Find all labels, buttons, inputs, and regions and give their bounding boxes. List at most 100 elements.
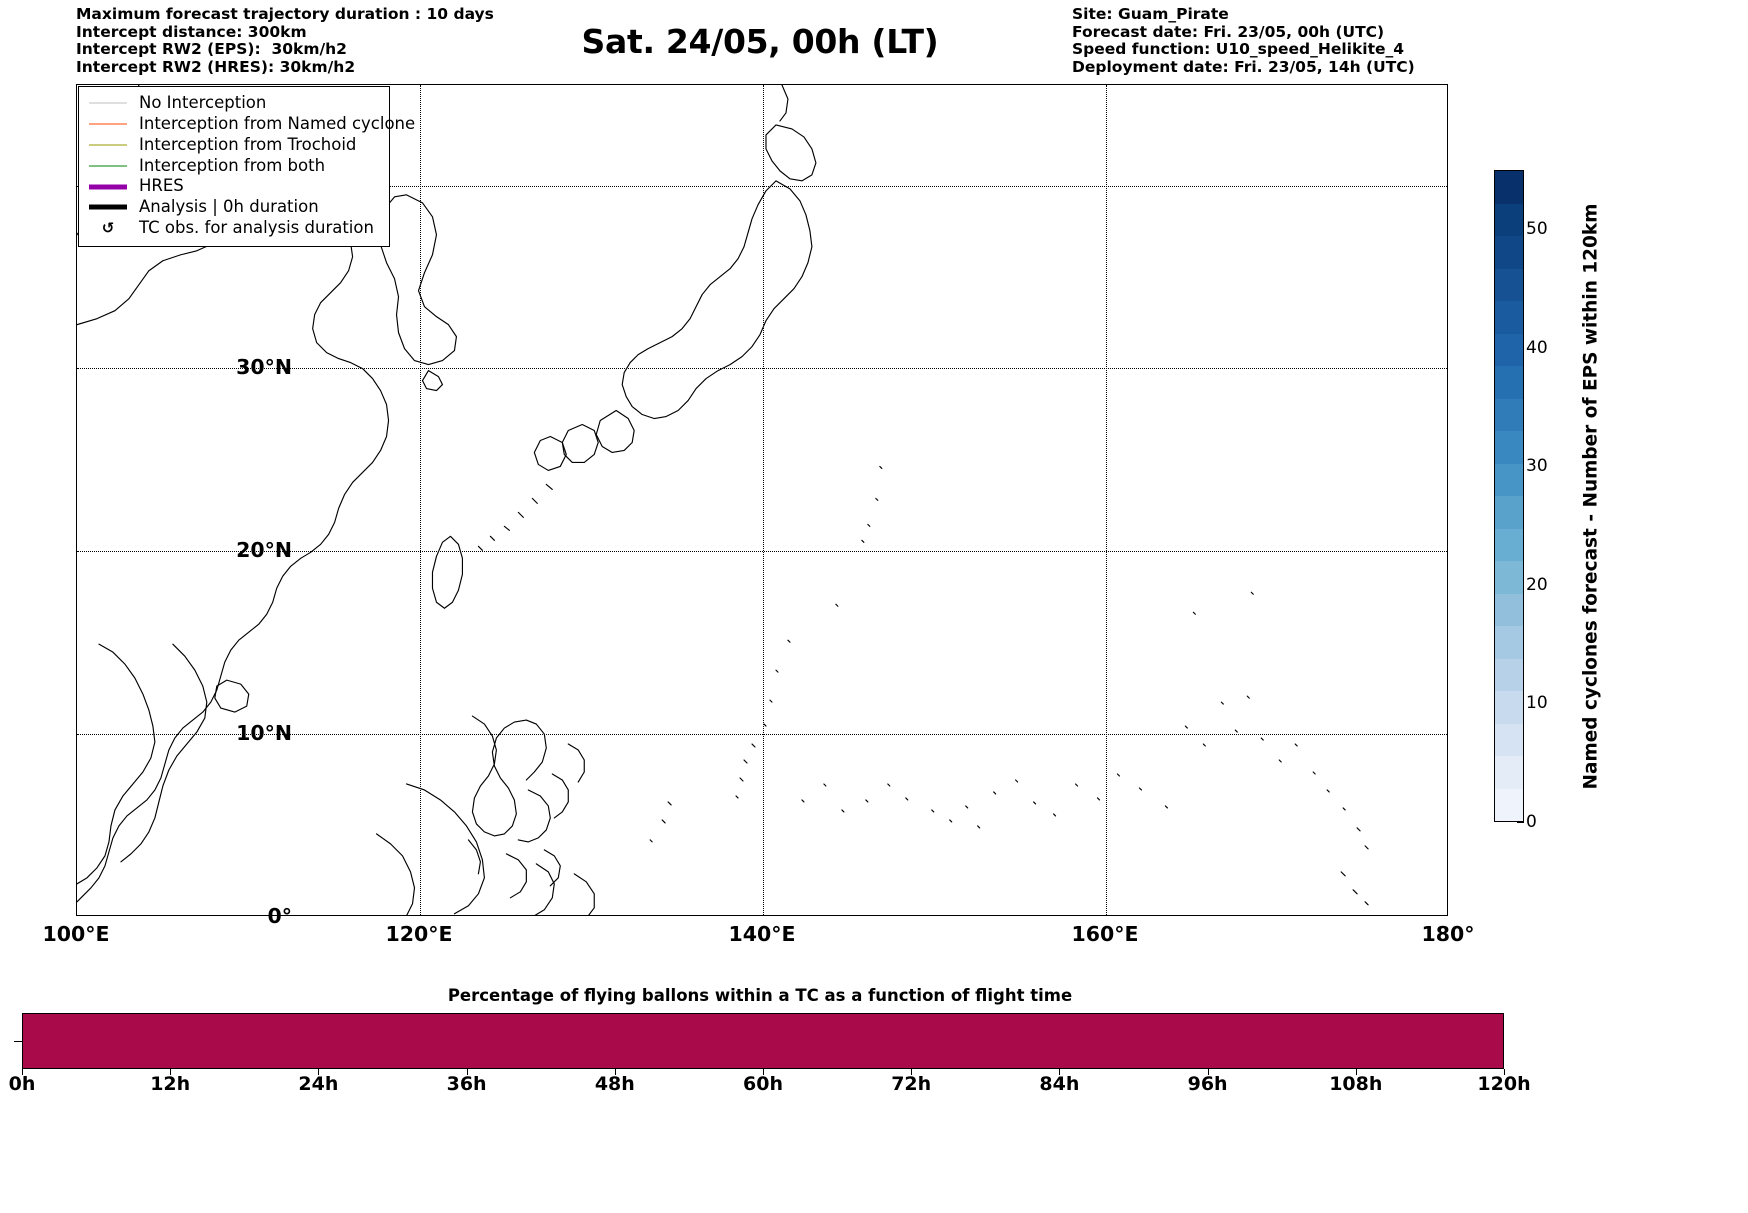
coastline-layer xyxy=(77,85,1369,915)
legend-item-label: Interception from both xyxy=(139,155,326,175)
legend-line-swatch xyxy=(87,159,129,173)
progress-tick-48: 48h xyxy=(594,1073,635,1095)
header-right-line-0: Site: Guam_Pirate xyxy=(1072,5,1229,23)
progress-bar-y-tick xyxy=(14,1041,22,1042)
header-left-info: Maximum forecast trajectory duration : 1… xyxy=(76,5,494,76)
colorbar-step xyxy=(1495,561,1523,594)
colorbar-step xyxy=(1495,528,1523,561)
progress-tickmark-96 xyxy=(1207,1069,1209,1075)
gridline-lat-30 xyxy=(77,368,1447,370)
progress-tickmark-24 xyxy=(318,1069,320,1075)
progress-tick-24: 24h xyxy=(298,1073,339,1095)
progress-tick-36: 36h xyxy=(446,1073,487,1095)
map-ytick-30: 30°N xyxy=(236,355,292,380)
gridline-lat-40 xyxy=(77,185,1447,187)
progress-tickmark-60 xyxy=(763,1069,764,1075)
progress-bar-fill xyxy=(23,1014,1503,1068)
colorbar-step xyxy=(1495,366,1523,399)
map-xtick-140: 140°E xyxy=(728,922,796,946)
colorbar-step xyxy=(1495,203,1523,236)
colorbar-step xyxy=(1495,236,1523,269)
colorbar-step xyxy=(1495,788,1523,821)
legend-item[interactable]: ↺ TC obs. for analysis duration xyxy=(87,218,381,239)
colorbar-step xyxy=(1495,691,1523,724)
page-title: Sat. 24/05, 00h (LT) xyxy=(581,22,939,61)
tc-observation-icon: ↺ xyxy=(101,219,115,238)
map-ytick-20: 20°N xyxy=(236,538,292,563)
map-xtick-180: 180° xyxy=(1421,922,1475,946)
map-legend[interactable]: No Interception Interception from Named c… xyxy=(78,86,415,247)
colorbar-tick-50: 50 xyxy=(1517,219,1548,240)
legend-item[interactable]: HRES xyxy=(87,176,381,197)
legend-item-label: No Interception xyxy=(139,93,267,113)
legend-item[interactable]: Interception from Named cyclone xyxy=(87,114,415,135)
header-left-line-2: Intercept RW2 (EPS): 30km/h2 xyxy=(76,40,347,58)
colorbar-step xyxy=(1495,171,1523,204)
progress-tickmark-72 xyxy=(911,1069,913,1075)
header-right-info: Site: Guam_Pirate Forecast date: Fri. 23/… xyxy=(1072,5,1415,76)
progress-tick-72: 72h xyxy=(891,1073,932,1095)
progress-tickmark-36 xyxy=(466,1069,468,1075)
colorbar-step xyxy=(1495,593,1523,626)
colorbar-tick-10: 10 xyxy=(1517,693,1548,714)
header-left-line-3: Intercept RW2 (HRES): 30km/h2 xyxy=(76,57,356,76)
colorbar-step xyxy=(1495,463,1523,496)
header-left-line-0: Maximum forecast trajectory duration : 1… xyxy=(76,5,494,23)
legend-line-swatch xyxy=(87,138,129,152)
legend-item-label: Interception from Named cyclone xyxy=(139,113,416,133)
gridline-lon-120 xyxy=(420,85,421,915)
progress-tickmark-120 xyxy=(1504,1069,1505,1075)
progress-tick-108: 108h xyxy=(1329,1073,1383,1095)
gridline-lon-140 xyxy=(763,85,764,915)
colorbar-step xyxy=(1495,268,1523,301)
progress-tick-12: 12h xyxy=(150,1073,191,1095)
colorbar-axis-label: Named cyclones forecast - Number of EPS … xyxy=(1578,170,1604,822)
progress-tickmark-12 xyxy=(170,1069,172,1075)
colorbar-step xyxy=(1495,626,1523,659)
legend-item[interactable]: Analysis | 0h duration xyxy=(87,197,381,218)
legend-item[interactable]: No Interception xyxy=(87,93,381,114)
colorbar-step xyxy=(1495,756,1523,789)
header-left-line-1: Intercept distance: 300km xyxy=(76,22,307,41)
colorbar-step xyxy=(1495,431,1523,464)
map-canvas xyxy=(77,85,1447,915)
progress-tick-0: 0h xyxy=(8,1073,36,1095)
legend-item-label: Interception from Trochoid xyxy=(139,134,357,154)
legend-item[interactable]: Interception from Trochoid xyxy=(87,135,381,156)
legend-item-label: TC obs. for analysis duration xyxy=(139,217,374,237)
progress-bar-track[interactable] xyxy=(22,1013,1504,1069)
colorbar-tick-0: 0 xyxy=(1517,812,1537,832)
legend-item[interactable]: Interception from both xyxy=(87,155,381,176)
progress-tickmark-0 xyxy=(22,1069,23,1075)
colorbar[interactable] xyxy=(1494,170,1524,822)
colorbar-step xyxy=(1495,301,1523,334)
legend-line-swatch xyxy=(87,180,129,194)
gridline-lat-10 xyxy=(77,734,1447,736)
map-xtick-160: 160°E xyxy=(1071,922,1139,946)
colorbar-tick-30: 30 xyxy=(1517,456,1548,477)
gridline-lat-20 xyxy=(77,551,1447,553)
colorbar-tick-40: 40 xyxy=(1517,337,1548,358)
progress-tick-96: 96h xyxy=(1187,1073,1228,1095)
colorbar-label-text: Named cyclones forecast - Number of EPS … xyxy=(1580,202,1602,790)
legend-item-label: Analysis | 0h duration xyxy=(139,197,319,217)
colorbar-step xyxy=(1495,723,1523,756)
map-ytick-10: 10°N xyxy=(236,721,292,746)
colorbar-step xyxy=(1495,398,1523,431)
progress-tick-84: 84h xyxy=(1039,1073,1080,1095)
colorbar-tick-20: 20 xyxy=(1517,574,1548,595)
legend-item-label: HRES xyxy=(139,176,184,196)
progress-tick-120: 120h xyxy=(1477,1073,1531,1095)
progress-tickmark-84 xyxy=(1059,1069,1061,1075)
progress-tickmark-108 xyxy=(1355,1069,1357,1075)
map-xtick-120: 120°E xyxy=(385,922,453,946)
colorbar-step xyxy=(1495,658,1523,691)
legend-line-swatch xyxy=(87,200,129,214)
colorbar-step xyxy=(1495,333,1523,366)
progress-tickmark-48 xyxy=(614,1069,616,1075)
header-right-line-1: Forecast date: Fri. 23/05, 00h (UTC) xyxy=(1072,22,1385,41)
header-right-line-2: Speed function: U10_speed_Helikite_4 xyxy=(1072,40,1405,58)
header-right-line-3: Deployment date: Fri. 23/05, 14h (UTC) xyxy=(1072,57,1415,76)
legend-line-swatch xyxy=(87,96,129,110)
